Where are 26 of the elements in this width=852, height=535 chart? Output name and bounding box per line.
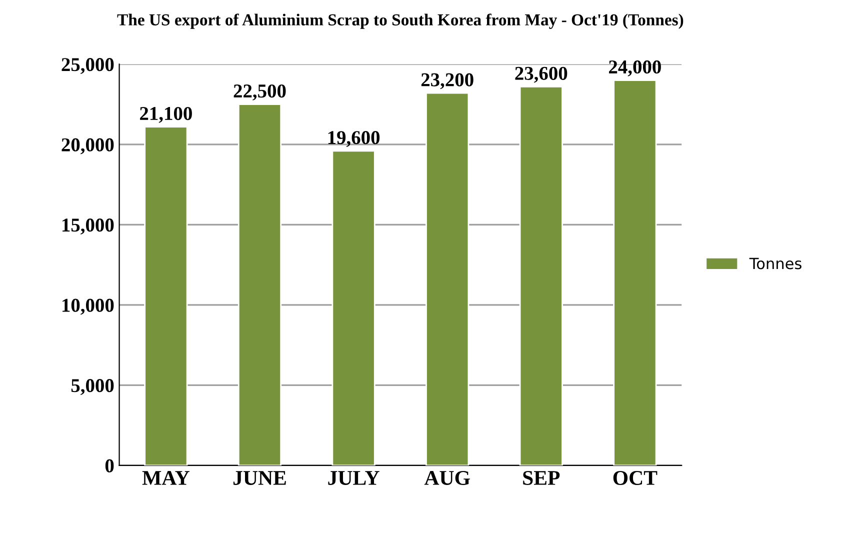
text: 21,100 — [140, 106, 192, 123]
bar — [426, 92, 470, 466]
bar — [519, 86, 563, 466]
text: 23,200 — [421, 73, 474, 90]
bar — [332, 150, 376, 466]
text: 24,000 — [609, 60, 661, 76]
x-tick-label: AUG — [424, 470, 470, 485]
y-tick-label: 20,000 — [62, 138, 114, 154]
bar — [613, 80, 657, 466]
x-tick-label: MAY — [142, 471, 190, 485]
y-tick-label: 10,000 — [62, 298, 114, 315]
text: 19,600 — [328, 131, 380, 147]
bar — [144, 126, 188, 466]
bar — [238, 104, 282, 466]
x-tick-label: JULY — [328, 471, 380, 485]
y-tick-label: 0 — [105, 459, 114, 472]
chart-title: The US export of Aluminium Scrap to South Korea from May - Oct'19 (Tonnes) — [117, 14, 684, 29]
y-tick-label: 25,000 — [62, 58, 114, 74]
x-tick-label: OCT — [613, 470, 658, 485]
legend-label: Tonnes — [749, 258, 802, 270]
y-tick-label: 15,000 — [62, 218, 114, 234]
x-tick-label: JUNE — [233, 471, 286, 485]
text: 23,600 — [515, 66, 568, 83]
x-tick-label: SEP — [523, 470, 560, 485]
text: 22,500 — [234, 84, 286, 100]
y-tick-label: 5,000 — [71, 379, 114, 395]
